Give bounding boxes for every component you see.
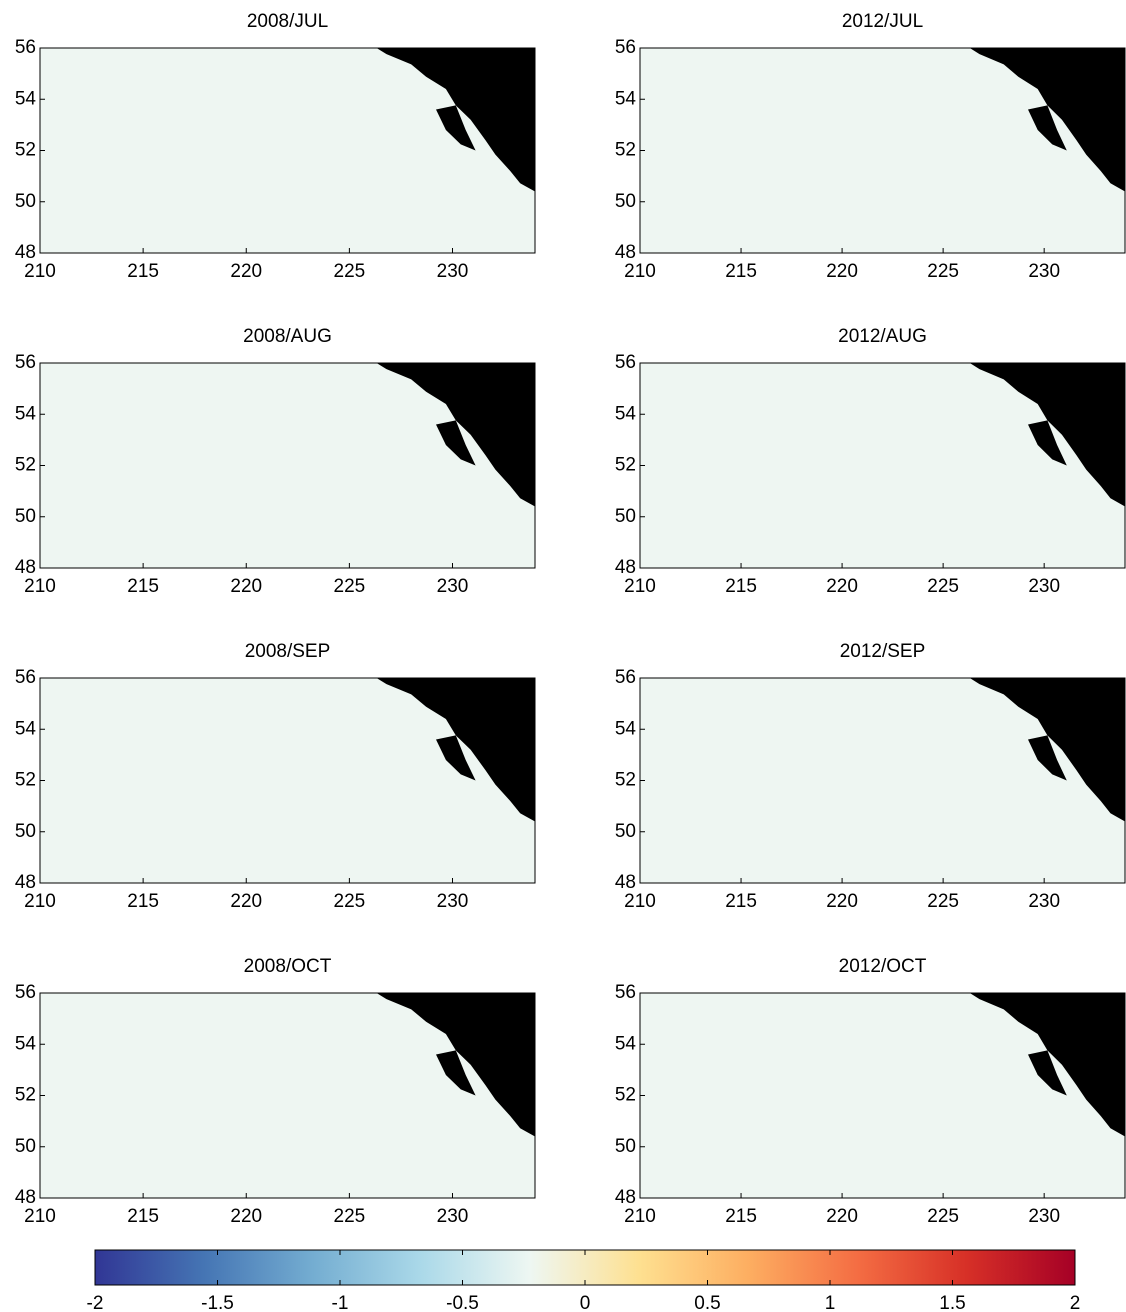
x-tick-label: 215 (725, 1206, 757, 1227)
x-tick-label: 210 (24, 891, 56, 912)
x-tick-label: 220 (826, 261, 858, 282)
y-tick-label: 54 (615, 403, 637, 424)
colorbar-tick-label: 1.5 (939, 1293, 965, 1312)
figure: 2008/JUL21021522022523048505254562012/JU… (0, 0, 1126, 1312)
colorbar-tick-label: -1 (332, 1293, 349, 1312)
x-tick-label: 215 (725, 576, 757, 597)
x-tick-label: 215 (127, 1206, 159, 1227)
y-tick-label: 50 (615, 1136, 636, 1157)
panel-title: 2008/SEP (245, 641, 331, 662)
x-tick-label: 230 (1028, 576, 1060, 597)
x-tick-label: 225 (927, 261, 959, 282)
x-tick-label: 210 (24, 1206, 56, 1227)
x-tick-label: 220 (230, 1206, 262, 1227)
x-tick-label: 215 (725, 261, 757, 282)
x-tick-label: 225 (334, 1206, 366, 1227)
y-tick-label: 54 (15, 403, 37, 424)
y-tick-label: 54 (615, 718, 637, 739)
x-tick-label: 210 (624, 891, 656, 912)
y-tick-label: 50 (15, 506, 36, 527)
x-tick-label: 225 (334, 576, 366, 597)
y-tick-label: 48 (615, 1187, 636, 1208)
panel-title: 2012/JUL (842, 11, 923, 32)
y-tick-label: 54 (615, 1033, 637, 1054)
y-tick-label: 56 (15, 352, 36, 373)
panel-title: 2008/AUG (243, 326, 332, 347)
y-tick-label: 52 (15, 1085, 36, 1106)
x-tick-label: 210 (624, 576, 656, 597)
colorbar (95, 1250, 1075, 1285)
y-tick-label: 56 (615, 352, 636, 373)
panel-title: 2008/JUL (247, 11, 328, 32)
y-tick-label: 54 (615, 88, 637, 109)
y-tick-label: 48 (615, 872, 636, 893)
colorbar-tick-label: 2 (1070, 1293, 1081, 1312)
x-tick-label: 210 (24, 261, 56, 282)
x-tick-label: 225 (927, 1206, 959, 1227)
y-tick-label: 48 (15, 557, 36, 578)
colorbar-tick-label: -2 (87, 1293, 104, 1312)
y-tick-label: 54 (15, 718, 37, 739)
x-tick-label: 210 (24, 576, 56, 597)
y-tick-label: 48 (15, 1187, 36, 1208)
x-tick-label: 210 (624, 261, 656, 282)
y-tick-label: 50 (615, 191, 636, 212)
x-tick-label: 230 (437, 1206, 469, 1227)
y-tick-label: 52 (15, 140, 36, 161)
x-tick-label: 220 (826, 1206, 858, 1227)
x-tick-label: 220 (230, 261, 262, 282)
y-tick-label: 50 (615, 506, 636, 527)
y-tick-label: 56 (15, 37, 36, 58)
y-tick-label: 50 (15, 191, 36, 212)
y-tick-label: 52 (615, 140, 636, 161)
x-tick-label: 215 (127, 576, 159, 597)
x-tick-label: 230 (437, 891, 469, 912)
x-tick-label: 225 (334, 891, 366, 912)
y-tick-label: 54 (15, 88, 37, 109)
panel-title: 2008/OCT (244, 956, 332, 977)
y-tick-label: 56 (615, 667, 636, 688)
y-tick-label: 52 (15, 455, 36, 476)
x-tick-label: 230 (1028, 1206, 1060, 1227)
x-tick-label: 225 (334, 261, 366, 282)
y-tick-label: 48 (615, 557, 636, 578)
y-tick-label: 52 (615, 770, 636, 791)
x-tick-label: 220 (826, 576, 858, 597)
y-tick-label: 50 (15, 821, 36, 842)
colorbar-tick-label: 0 (580, 1293, 591, 1312)
y-tick-label: 48 (15, 242, 36, 263)
y-tick-label: 48 (615, 242, 636, 263)
y-tick-label: 52 (615, 1085, 636, 1106)
x-tick-label: 210 (624, 1206, 656, 1227)
x-tick-label: 215 (127, 261, 159, 282)
x-tick-label: 230 (437, 261, 469, 282)
x-tick-label: 220 (230, 891, 262, 912)
x-tick-label: 230 (437, 576, 469, 597)
panel-title: 2012/OCT (839, 956, 927, 977)
x-tick-label: 215 (725, 891, 757, 912)
x-tick-label: 220 (230, 576, 262, 597)
y-tick-label: 50 (615, 821, 636, 842)
panel-title: 2012/SEP (840, 641, 926, 662)
y-tick-label: 56 (615, 37, 636, 58)
y-tick-label: 52 (15, 770, 36, 791)
x-tick-label: 225 (927, 891, 959, 912)
y-tick-label: 56 (15, 982, 36, 1003)
colorbar-tick-label: -1.5 (201, 1293, 234, 1312)
x-tick-label: 230 (1028, 891, 1060, 912)
panel-title: 2012/AUG (838, 326, 927, 347)
y-tick-label: 50 (15, 1136, 36, 1157)
y-tick-label: 56 (15, 667, 36, 688)
colorbar-tick-label: 1 (825, 1293, 836, 1312)
y-tick-label: 52 (615, 455, 636, 476)
colorbar-tick-label: 0.5 (694, 1293, 720, 1312)
colorbar-tick-label: -0.5 (446, 1293, 479, 1312)
x-tick-label: 225 (927, 576, 959, 597)
x-tick-label: 215 (127, 891, 159, 912)
x-tick-label: 230 (1028, 261, 1060, 282)
y-tick-label: 48 (15, 872, 36, 893)
y-tick-label: 54 (15, 1033, 37, 1054)
y-tick-label: 56 (615, 982, 636, 1003)
x-tick-label: 220 (826, 891, 858, 912)
